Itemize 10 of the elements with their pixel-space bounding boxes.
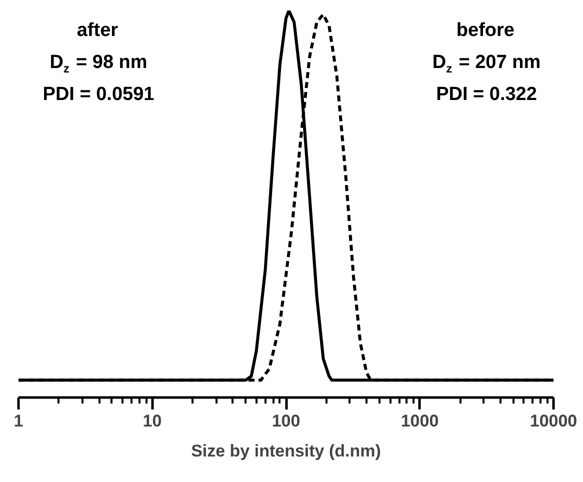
x-tick-label: 100 <box>272 412 300 430</box>
x-tick-label: 10 <box>142 412 162 430</box>
annotation: before <box>456 20 514 41</box>
x-axis-title: Size by intensity (d.nm) <box>191 442 381 460</box>
annotation: after <box>76 20 119 41</box>
x-tick-label: 10000 <box>530 412 578 430</box>
annotation: PDI = 0.0591 <box>42 84 155 105</box>
x-tick-label: 1000 <box>400 412 439 430</box>
annotation: PDI = 0.322 <box>436 84 537 105</box>
x-tick-label: 1 <box>14 412 24 430</box>
